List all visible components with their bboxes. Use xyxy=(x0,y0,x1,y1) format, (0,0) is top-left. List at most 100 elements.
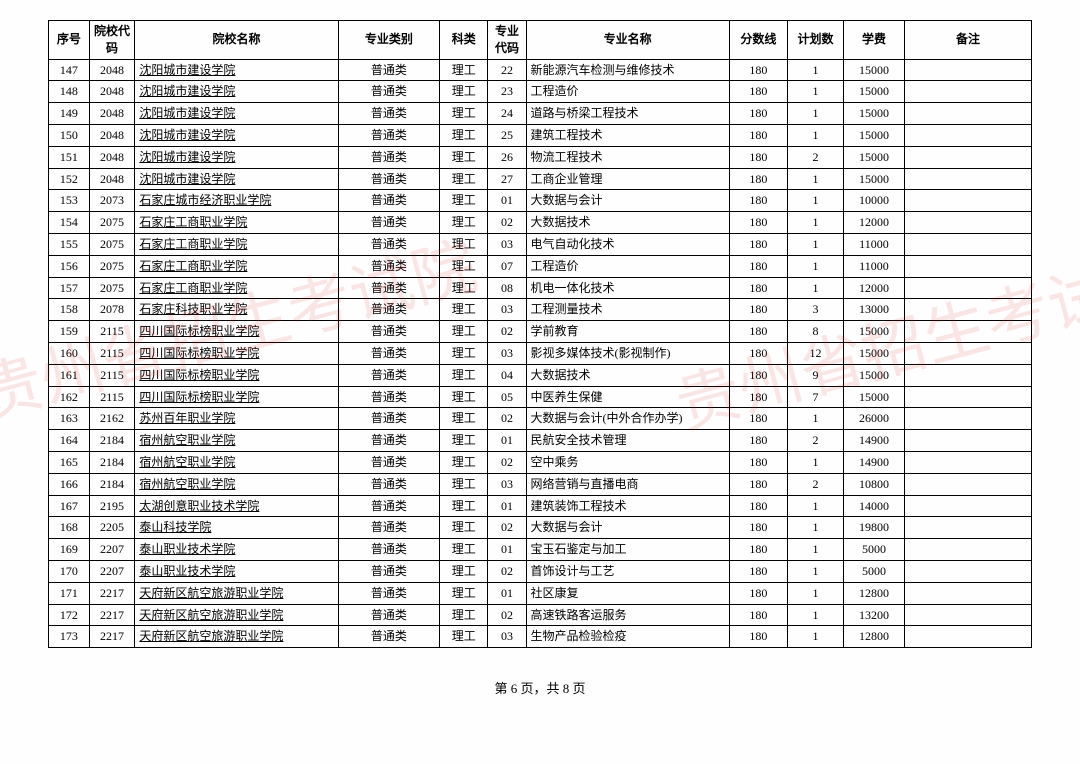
school-link[interactable]: 石家庄工商职业学院 xyxy=(139,237,247,251)
school-link[interactable]: 天府新区航空旅游职业学院 xyxy=(139,608,283,622)
school-link[interactable]: 苏州百年职业学院 xyxy=(139,411,235,425)
school-link[interactable]: 四川国际标榜职业学院 xyxy=(139,390,259,404)
school-link[interactable]: 宿州航空职业学院 xyxy=(139,433,235,447)
school-link[interactable]: 石家庄工商职业学院 xyxy=(139,259,247,273)
cell-school_name[interactable]: 四川国际标榜职业学院 xyxy=(135,386,338,408)
cell-school_name[interactable]: 沈阳城市建设学院 xyxy=(135,59,338,81)
cell-fee: 15000 xyxy=(843,59,904,81)
school-link[interactable]: 宿州航空职业学院 xyxy=(139,477,235,491)
school-link[interactable]: 四川国际标榜职业学院 xyxy=(139,368,259,382)
school-link[interactable]: 天府新区航空旅游职业学院 xyxy=(139,586,283,600)
cell-note xyxy=(904,103,1031,125)
cell-school_name[interactable]: 沈阳城市建设学院 xyxy=(135,103,338,125)
cell-plan: 1 xyxy=(788,103,844,125)
cell-school_name[interactable]: 石家庄工商职业学院 xyxy=(135,277,338,299)
cell-score: 180 xyxy=(729,495,787,517)
cell-subject: 理工 xyxy=(440,604,488,626)
cell-school_name[interactable]: 沈阳城市建设学院 xyxy=(135,124,338,146)
cell-plan: 1 xyxy=(788,560,844,582)
cell-school_name[interactable]: 沈阳城市建设学院 xyxy=(135,168,338,190)
cell-school_name[interactable]: 四川国际标榜职业学院 xyxy=(135,364,338,386)
cell-major_code: 01 xyxy=(488,539,526,561)
cell-school_code: 2115 xyxy=(89,364,135,386)
cell-score: 180 xyxy=(729,604,787,626)
cell-score: 180 xyxy=(729,255,787,277)
school-link[interactable]: 太湖创意职业技术学院 xyxy=(139,499,259,513)
cell-school_name[interactable]: 石家庄科技职业学院 xyxy=(135,299,338,321)
header-category: 专业类别 xyxy=(338,21,440,60)
cell-school_name[interactable]: 四川国际标榜职业学院 xyxy=(135,321,338,343)
cell-school_name[interactable]: 石家庄城市经济职业学院 xyxy=(135,190,338,212)
school-link[interactable]: 石家庄城市经济职业学院 xyxy=(139,193,271,207)
cell-subject: 理工 xyxy=(440,451,488,473)
cell-category: 普通类 xyxy=(338,364,440,386)
cell-school_code: 2217 xyxy=(89,582,135,604)
cell-school_code: 2073 xyxy=(89,190,135,212)
school-link[interactable]: 泰山职业技术学院 xyxy=(139,542,235,556)
cell-school_name[interactable]: 泰山职业技术学院 xyxy=(135,560,338,582)
school-link[interactable]: 石家庄科技职业学院 xyxy=(139,302,247,316)
cell-subject: 理工 xyxy=(440,190,488,212)
school-link[interactable]: 天府新区航空旅游职业学院 xyxy=(139,629,283,643)
cell-subject: 理工 xyxy=(440,277,488,299)
cell-school_name[interactable]: 天府新区航空旅游职业学院 xyxy=(135,582,338,604)
cell-major_code: 02 xyxy=(488,451,526,473)
cell-school_name[interactable]: 沈阳城市建设学院 xyxy=(135,146,338,168)
cell-school_name[interactable]: 天府新区航空旅游职业学院 xyxy=(135,604,338,626)
cell-plan: 12 xyxy=(788,342,844,364)
cell-school_name[interactable]: 天府新区航空旅游职业学院 xyxy=(135,626,338,648)
cell-score: 180 xyxy=(729,582,787,604)
school-link[interactable]: 泰山科技学院 xyxy=(139,520,211,534)
school-link[interactable]: 四川国际标榜职业学院 xyxy=(139,324,259,338)
school-link[interactable]: 石家庄工商职业学院 xyxy=(139,215,247,229)
school-link[interactable]: 泰山职业技术学院 xyxy=(139,564,235,578)
table-row: 1622115四川国际标榜职业学院普通类理工05中医养生保健180715000 xyxy=(49,386,1032,408)
cell-school_name[interactable]: 泰山职业技术学院 xyxy=(135,539,338,561)
cell-score: 180 xyxy=(729,59,787,81)
cell-fee: 15000 xyxy=(843,103,904,125)
cell-school_name[interactable]: 宿州航空职业学院 xyxy=(135,430,338,452)
cell-school_name[interactable]: 宿州航空职业学院 xyxy=(135,473,338,495)
table-row: 1532073石家庄城市经济职业学院普通类理工01大数据与会计180110000 xyxy=(49,190,1032,212)
cell-major_name: 建筑工程技术 xyxy=(526,124,729,146)
school-link[interactable]: 沈阳城市建设学院 xyxy=(139,150,235,164)
school-link[interactable]: 沈阳城市建设学院 xyxy=(139,172,235,186)
cell-score: 180 xyxy=(729,321,787,343)
school-link[interactable]: 四川国际标榜职业学院 xyxy=(139,346,259,360)
cell-category: 普通类 xyxy=(338,255,440,277)
cell-school_name[interactable]: 石家庄工商职业学院 xyxy=(135,255,338,277)
cell-category: 普通类 xyxy=(338,430,440,452)
school-link[interactable]: 沈阳城市建设学院 xyxy=(139,63,235,77)
school-link[interactable]: 石家庄工商职业学院 xyxy=(139,281,247,295)
cell-note xyxy=(904,364,1031,386)
cell-subject: 理工 xyxy=(440,124,488,146)
cell-school_name[interactable]: 苏州百年职业学院 xyxy=(135,408,338,430)
cell-subject: 理工 xyxy=(440,517,488,539)
school-link[interactable]: 沈阳城市建设学院 xyxy=(139,128,235,142)
cell-school_name[interactable]: 四川国际标榜职业学院 xyxy=(135,342,338,364)
cell-school_name[interactable]: 石家庄工商职业学院 xyxy=(135,212,338,234)
cell-subject: 理工 xyxy=(440,299,488,321)
cell-fee: 15000 xyxy=(843,342,904,364)
school-link[interactable]: 沈阳城市建设学院 xyxy=(139,106,235,120)
cell-seq: 151 xyxy=(49,146,90,168)
cell-seq: 155 xyxy=(49,233,90,255)
cell-major_name: 物流工程技术 xyxy=(526,146,729,168)
cell-major_code: 01 xyxy=(488,190,526,212)
school-link[interactable]: 沈阳城市建设学院 xyxy=(139,84,235,98)
cell-plan: 1 xyxy=(788,626,844,648)
cell-subject: 理工 xyxy=(440,321,488,343)
cell-school_name[interactable]: 沈阳城市建设学院 xyxy=(135,81,338,103)
cell-subject: 理工 xyxy=(440,430,488,452)
cell-seq: 170 xyxy=(49,560,90,582)
school-link[interactable]: 宿州航空职业学院 xyxy=(139,455,235,469)
cell-score: 180 xyxy=(729,103,787,125)
cell-subject: 理工 xyxy=(440,103,488,125)
cell-school_name[interactable]: 泰山科技学院 xyxy=(135,517,338,539)
cell-school_name[interactable]: 宿州航空职业学院 xyxy=(135,451,338,473)
cell-school_name[interactable]: 太湖创意职业技术学院 xyxy=(135,495,338,517)
cell-major_code: 02 xyxy=(488,517,526,539)
cell-school_code: 2115 xyxy=(89,386,135,408)
cell-school_name[interactable]: 石家庄工商职业学院 xyxy=(135,233,338,255)
header-fee: 学费 xyxy=(843,21,904,60)
